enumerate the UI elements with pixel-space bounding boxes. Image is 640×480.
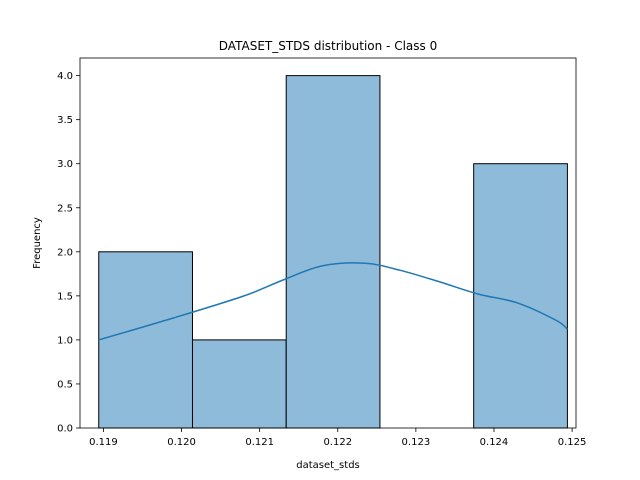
plot-frame	[79, 57, 577, 429]
x-axis-label: dataset_stds	[296, 460, 360, 471]
x-tick-label: 0.119	[89, 437, 118, 448]
histogram-bar-3	[285, 75, 381, 429]
y-tick-label: 0.0	[57, 424, 73, 435]
histogram-bar-1	[98, 251, 193, 429]
y-tick-label: 0.5	[57, 379, 73, 390]
y-tick-label: 1.5	[57, 291, 73, 302]
bars-group	[98, 75, 568, 429]
y-tick-label: 3.5	[57, 115, 73, 126]
x-tick-label: 0.120	[167, 437, 196, 448]
y-tick-label: 2.0	[57, 247, 73, 258]
y-tick-label: 3.0	[57, 159, 73, 170]
y-tick-label: 4.0	[57, 71, 73, 82]
x-tick-label: 0.125	[558, 437, 587, 448]
y-tick-label: 2.5	[57, 203, 73, 214]
x-tick-label: 0.121	[245, 437, 274, 448]
x-tick-label: 0.122	[323, 437, 352, 448]
chart-title: DATASET_STDS distribution - Class 0	[219, 39, 437, 53]
x-axis: 0.119 0.120 0.121 0.122 0.123 0.124 0.125	[89, 428, 586, 448]
kde-curve	[98, 262, 568, 341]
y-tick-label: 1.0	[57, 335, 73, 346]
x-tick-label: 0.123	[402, 437, 431, 448]
histogram-bar-2	[191, 339, 287, 429]
x-tick-label: 0.124	[480, 437, 509, 448]
y-axis: 0.0 0.5 1.0 1.5 2.0 2.5 3.0 3.5 4.0	[57, 71, 80, 435]
y-axis-label: Frequency	[32, 217, 43, 269]
